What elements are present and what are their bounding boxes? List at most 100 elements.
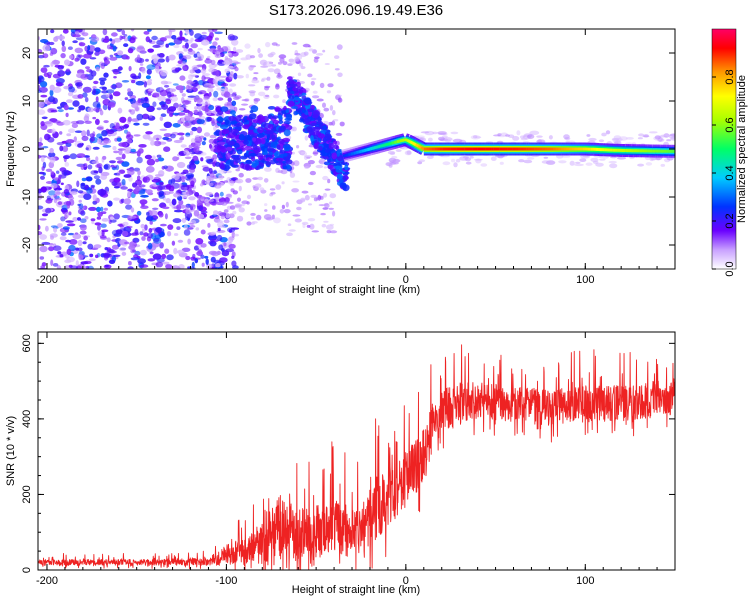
spectrogram-blob (101, 86, 107, 91)
spectrogram-blob (300, 151, 308, 156)
spectrogram-y-tick-label: -10 (21, 189, 33, 205)
spectrogram-blob (217, 225, 226, 228)
snr-y-tick-label: 400 (21, 410, 33, 428)
spectrogram-blob (171, 265, 180, 269)
spectrogram-blob (252, 137, 257, 142)
spectrogram-blob (274, 107, 282, 112)
spectrogram-blob (157, 227, 162, 234)
spectrogram-blob (318, 145, 323, 151)
spectrogram-blob (200, 68, 207, 74)
spectrogram-blob (336, 44, 343, 50)
spectrogram-blob (277, 114, 283, 120)
spectrogram-blob (306, 156, 311, 159)
spectrogram-blob (45, 181, 54, 184)
spectrogram-blob (327, 164, 334, 170)
spectrogram-blob (119, 116, 127, 123)
spectrogram-blob (189, 225, 196, 228)
spectrogram-blob (490, 156, 497, 161)
spectrogram-blob (77, 143, 83, 148)
spectrogram-blob (220, 106, 229, 112)
spectrogram-blob (279, 57, 285, 63)
spectrogram-blob (89, 57, 97, 60)
spectrogram-blob (432, 131, 438, 135)
spectrogram-blob (219, 75, 228, 78)
spectrogram-blob (187, 266, 196, 269)
snr-y-tick-label: 0 (21, 567, 33, 573)
spectrogram-blob (48, 152, 56, 158)
spectrogram-blob (323, 107, 330, 112)
spectrogram-blob (228, 213, 235, 219)
spectrogram-blob (151, 198, 159, 202)
spectrogram-blob (234, 95, 242, 99)
spectrogram-blob (185, 208, 192, 214)
spectrogram-blob (563, 134, 570, 140)
spectrogram-blob (190, 256, 196, 261)
spectrogram-blob (395, 149, 402, 153)
spectrogram-blob (75, 37, 85, 41)
spectrogram-blob (144, 154, 152, 160)
spectrogram-blob (103, 252, 110, 259)
spectrogram-blob (188, 85, 193, 88)
spectrogram-blob (333, 140, 337, 145)
spectrogram-blob (235, 49, 244, 53)
spectrogram-blob (65, 254, 70, 259)
spectrogram-blob (50, 259, 54, 267)
spectrogram-blob (99, 110, 104, 116)
spectrogram-blob (218, 158, 227, 161)
spectrogram-blob (527, 134, 535, 140)
spectrogram-blob (194, 258, 199, 264)
spectrogram-blob (264, 167, 272, 172)
spectrogram-blob (283, 129, 291, 137)
spectrogram-blob (68, 194, 73, 199)
spectrogram-blob (120, 198, 125, 203)
spectrogram-blob (86, 188, 93, 194)
spectrogram-blob (111, 32, 118, 37)
spectrogram-blob (182, 66, 188, 71)
spectrogram-blob (234, 66, 239, 72)
spectrogram-ridge-segment (383, 143, 387, 147)
spectrogram-blob (308, 203, 312, 206)
spectrogram-blob (92, 146, 100, 150)
spectrogram-blob (38, 224, 41, 231)
spectrogram-blob (172, 123, 181, 128)
snr-x-tick-label: -100 (215, 575, 237, 587)
spectrogram-blob (157, 95, 166, 102)
spectrogram-blob (111, 69, 121, 73)
spectrogram-blob (233, 106, 238, 112)
spectrogram-blob (93, 80, 99, 85)
snr-frame (37, 331, 676, 571)
spectrogram-blob (205, 158, 213, 163)
spectrogram-blob (256, 214, 262, 221)
spectrogram-blob (41, 156, 45, 163)
spectrogram-blob (228, 94, 235, 98)
spectrogram-blob (156, 154, 162, 158)
spectrogram-ridge-segment (345, 153, 349, 157)
spectrogram-blob (153, 237, 162, 244)
spectrogram-blob (82, 241, 87, 245)
spectrogram-blob (84, 97, 89, 103)
spectrogram-blob (38, 101, 45, 108)
spectrogram-blob (233, 123, 239, 127)
spectrogram-blob (153, 140, 162, 147)
spectrogram-blob (183, 149, 189, 155)
spectrogram-blob (618, 136, 628, 141)
spectrogram-blob (153, 57, 158, 64)
spectrogram-blob (258, 53, 263, 58)
spectrogram-blob (179, 204, 186, 209)
spectrogram-blob (260, 79, 265, 82)
spectrogram-blob (39, 245, 48, 253)
spectrogram-blob (638, 133, 645, 137)
spectrogram-blob (42, 44, 51, 52)
spectrogram-blob (158, 185, 166, 191)
spectrogram-blob (223, 242, 227, 247)
spectrogram-blob (122, 221, 129, 227)
spectrogram-blob (238, 207, 245, 213)
spectrogram-ridge-segment (404, 138, 409, 142)
spectrogram-blob (159, 181, 164, 186)
spectrogram-blob (289, 83, 298, 88)
spectrogram-blob (61, 40, 65, 47)
spectrogram-blob (238, 172, 244, 178)
spectrogram-blob (87, 107, 94, 113)
spectrogram-blob (176, 204, 182, 211)
spectrogram-blob (152, 207, 159, 210)
